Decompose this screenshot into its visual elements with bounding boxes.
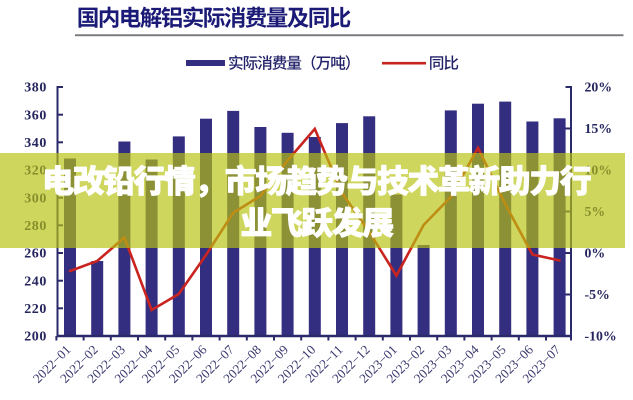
svg-text:20%: 20%: [585, 80, 613, 95]
svg-text:-5%: -5%: [585, 287, 610, 302]
svg-text:360: 360: [24, 108, 47, 123]
svg-text:240: 240: [24, 274, 47, 289]
svg-text:200: 200: [24, 330, 47, 345]
svg-text:15%: 15%: [585, 121, 613, 136]
svg-text:-10%: -10%: [585, 329, 617, 344]
svg-text:220: 220: [24, 302, 47, 317]
svg-text:260: 260: [24, 247, 47, 262]
svg-text:340: 340: [24, 136, 47, 151]
svg-text:0%: 0%: [585, 246, 606, 261]
svg-text:380: 380: [24, 81, 47, 96]
